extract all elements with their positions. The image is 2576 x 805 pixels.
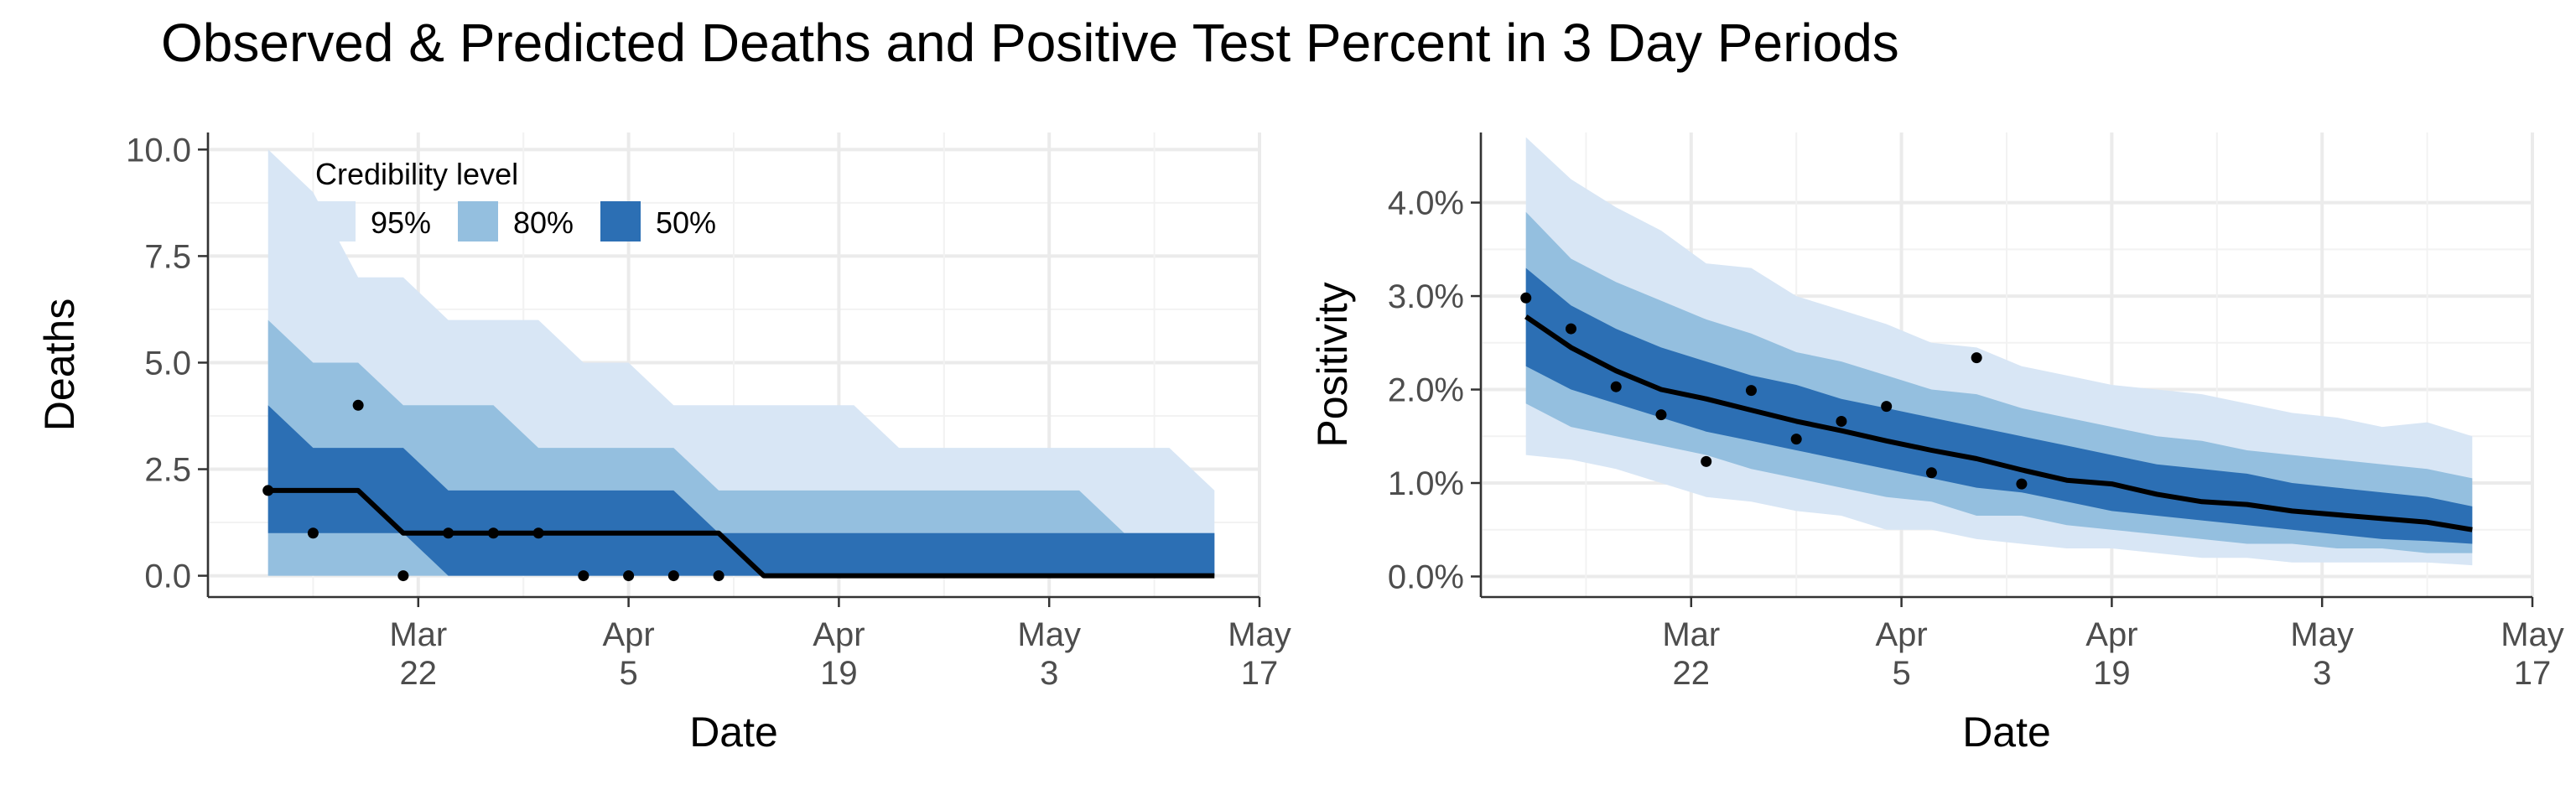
observed-point [487,527,499,539]
x-tick-label: 22 [1673,655,1711,692]
observed-point [667,570,679,582]
x-tick-label: May [2290,616,2354,653]
observed-point [578,570,589,582]
legend-key-50 [600,201,641,242]
observed-point [532,527,544,539]
band-80 [1525,211,2473,553]
x-tick-label: Apr [1875,616,1927,653]
observed-point [1881,401,1893,413]
y-tick-label: 4.0% [1388,185,1464,222]
y-tick-label: 2.5 [144,452,191,489]
y-tick-label: 0.0 [144,558,191,595]
legend-label: 95% [371,205,431,240]
legend-title: Credibility level [315,157,518,191]
observed-point [307,527,319,539]
y-tick-label: 5.0 [144,345,191,382]
x-tick-label: 17 [2514,655,2552,692]
legend-key-80 [458,201,498,242]
observed-point [1925,467,1937,479]
deaths-panel: 0.02.55.07.510.0Mar22Apr5Apr19May3May17D… [36,132,1291,756]
y-tick-label: 0.0% [1388,558,1464,595]
x-tick-label: May [2501,616,2564,653]
y-tick-label: 10.0 [126,132,191,169]
observed-point [1701,455,1712,467]
observed-point [1610,381,1622,392]
x-tick-label: 17 [1241,655,1279,692]
x-tick-label: Apr [2085,616,2137,653]
observed-point [262,485,274,496]
legend-label: 80% [513,205,574,240]
x-tick-label: Mar [1662,616,1720,653]
legend: Credibility level 95% 80% 50% [315,157,716,242]
observed-point [397,570,409,582]
y-tick-label: 2.0% [1388,372,1464,409]
observed-point [1790,434,1802,445]
observed-point [352,399,364,411]
observed-point [1565,323,1576,335]
x-tick-label: 19 [2093,655,2131,692]
x-tick-label: 3 [2313,655,2331,692]
observed-point [1655,409,1667,421]
observed-point [443,527,454,539]
positivity-panel: 0.0%1.0%2.0%3.0%4.0%Mar22Apr5Apr19May3Ma… [1309,132,2564,756]
observed-point [1836,415,1847,427]
legend-label: 50% [656,205,716,240]
predicted-median-line [267,487,1215,579]
predicted-median-line [1524,314,2473,532]
x-tick-label: 5 [619,655,637,692]
x-axis-title: Date [1962,709,2051,756]
observed-point [1745,385,1757,397]
x-tick-label: Apr [813,616,865,653]
x-tick-label: 22 [400,655,438,692]
x-tick-label: Apr [602,616,654,653]
figure-title: Observed & Predicted Deaths and Positive… [161,13,1899,73]
band-50 [1525,267,2473,544]
x-tick-label: May [1017,616,1081,653]
observed-point [623,570,635,582]
observed-point [713,570,724,582]
x-tick-label: Mar [389,616,447,653]
y-axis-title: Deaths [36,299,83,431]
x-tick-label: May [1228,616,1291,653]
x-tick-label: 19 [820,655,858,692]
observed-point [1520,292,1532,304]
observed-point [2016,478,2028,490]
legend-key-95 [315,201,356,242]
observed-point [1971,352,1982,364]
y-tick-label: 1.0% [1388,465,1464,502]
y-axis-title: Positivity [1309,282,1356,447]
y-tick-label: 3.0% [1388,278,1464,315]
y-tick-label: 7.5 [144,238,191,275]
x-tick-label: 3 [1040,655,1058,692]
x-axis-title: Date [689,709,778,756]
x-tick-label: 5 [1892,655,1910,692]
